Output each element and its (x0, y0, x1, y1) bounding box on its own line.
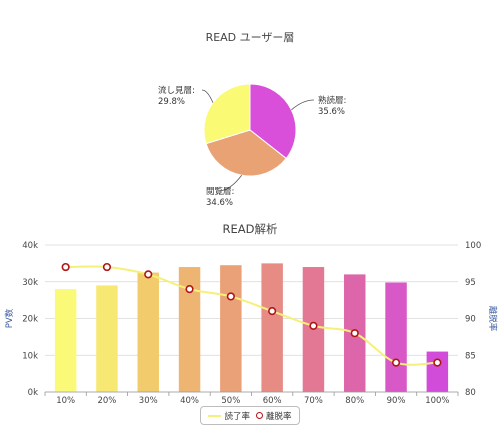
legend-label-completion: 読了率 (224, 411, 250, 422)
y-left-tick-label: 30k (22, 278, 38, 288)
exit-rate-marker (391, 358, 401, 367)
exit-rate-marker (185, 285, 194, 294)
exit-rate-marker (309, 321, 318, 330)
pie-chart-title: READ ユーザー層 (205, 31, 295, 44)
x-tick-label: 30% (139, 396, 158, 406)
exit-rate-marker (350, 329, 359, 338)
y-left-tick-label: 10k (22, 351, 38, 361)
x-tick-label: 90% (387, 396, 406, 406)
legend-item-exit[interactable]: 離脱率 (256, 410, 292, 422)
x-tick-label: 20% (97, 396, 116, 406)
pie-slice-label: 流し見層: (158, 85, 195, 96)
pie-slice-value: 34.6% (206, 198, 233, 208)
x-tick-label: 100% (425, 396, 449, 406)
x-tick-label: 10% (56, 396, 75, 406)
y-left-axis-title: PV数 (4, 308, 15, 328)
chart-legend: 読了率 離脱率 (200, 406, 300, 425)
y-right-tick-label: 95 (465, 278, 476, 288)
pie-chart: 熟読層:35.6% 閲覧層:34.6% 流し見層:29.8% (158, 83, 346, 208)
y-right-axis-title: 離脱率 (487, 306, 498, 332)
exit-rate-marker (144, 270, 153, 279)
x-tick-label: 40% (180, 396, 199, 406)
pie-slice-value: 29.8% (158, 97, 185, 107)
bar (220, 265, 242, 392)
y-left-tick-label: 0k (28, 388, 38, 398)
exit-rate-marker (102, 262, 112, 272)
pie-label-connector (217, 174, 242, 192)
x-tick-label: 60% (263, 396, 282, 406)
exit-rate-marker (61, 262, 70, 272)
pie-slice-value: 35.6% (318, 107, 345, 117)
bar (385, 282, 407, 392)
pie-slice (249, 83, 297, 160)
bar (137, 272, 159, 392)
y-left-tick-label: 20k (22, 315, 38, 325)
pie-label-connector (291, 99, 315, 111)
pie-label-connector (201, 89, 214, 103)
y-right-tick-label: 80 (465, 388, 476, 398)
bar (261, 263, 283, 392)
x-tick-label: 70% (304, 396, 323, 406)
pie-slice-label: 熟読層: (318, 95, 346, 106)
exit-rate-marker (268, 307, 277, 316)
y-right-tick-label: 85 (465, 351, 476, 361)
y-right-tick-label: 90 (465, 315, 476, 325)
y-left-tick-label: 40k (22, 241, 38, 251)
exit-rate-marker (226, 292, 235, 301)
bar-chart-title: READ解析 (222, 222, 278, 236)
legend-item-completion[interactable]: 読了率 (208, 410, 250, 422)
bar (96, 285, 118, 392)
bar (54, 289, 77, 392)
bar (426, 351, 449, 392)
exit-rate-marker (433, 358, 442, 367)
bar (178, 267, 201, 392)
legend-marker-icon (256, 412, 263, 419)
y-right-tick-label: 100 (465, 241, 481, 251)
exit-rate-line (65, 265, 438, 366)
x-tick-label: 50% (221, 396, 240, 406)
pie-slice-label: 閲覧層: (206, 186, 234, 197)
legend-line-icon (208, 414, 222, 417)
x-tick-label: 80% (345, 396, 364, 406)
legend-label-exit: 離脱率 (266, 411, 292, 422)
